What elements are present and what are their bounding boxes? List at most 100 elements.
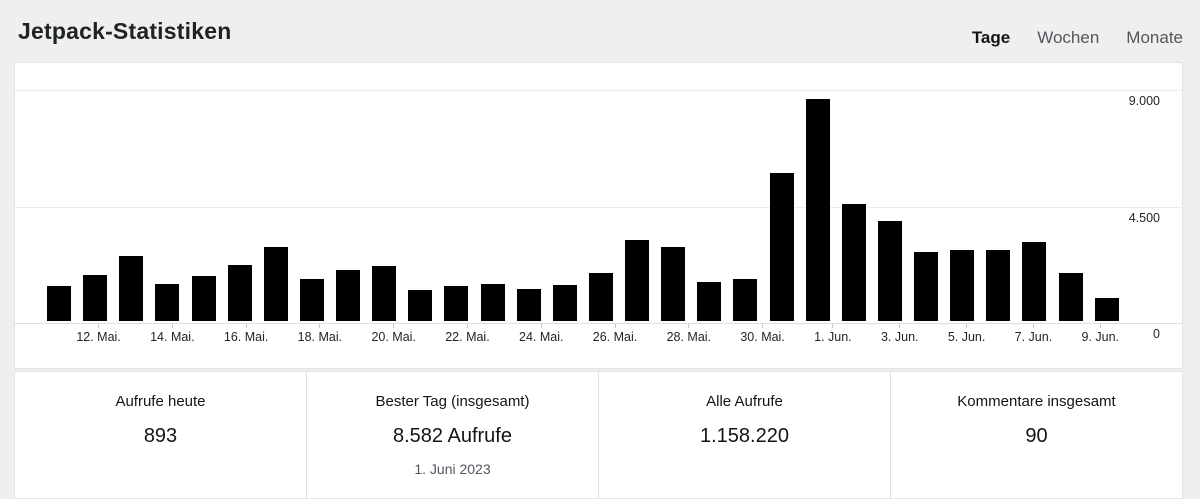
x-axis-tick bbox=[832, 324, 834, 328]
bar-2. Jun.[interactable] bbox=[841, 204, 866, 321]
bar-27. Mai.[interactable] bbox=[625, 240, 649, 321]
widget-header: Jetpack-Statistiken Tage Wochen Monate bbox=[18, 0, 1183, 62]
x-axis-tick-label: 24. Mai. bbox=[519, 330, 564, 344]
bar-26. Mai.[interactable] bbox=[588, 273, 613, 321]
card-sub bbox=[891, 461, 1182, 477]
x-axis-tick bbox=[762, 324, 764, 328]
card-label: Kommentare insgesamt bbox=[957, 393, 1116, 410]
bar-20. Mai.[interactable] bbox=[372, 266, 397, 321]
x-axis-tick bbox=[899, 324, 901, 328]
x-slot bbox=[342, 324, 371, 350]
page-title: Jetpack-Statistiken bbox=[18, 17, 232, 44]
x-slot: 3. Jun. bbox=[881, 324, 919, 350]
summary-cards-row: Aufrufe heute 893 Bester Tag (insgesamt)… bbox=[14, 371, 1183, 499]
x-slot: 24. Mai. bbox=[519, 324, 563, 350]
bar-14. Mai.[interactable] bbox=[155, 284, 180, 321]
bar-12. Mai.[interactable] bbox=[83, 275, 108, 321]
tab-months[interactable]: Monate bbox=[1126, 28, 1183, 47]
x-slot bbox=[490, 324, 519, 350]
x-slot: 12. Mai. bbox=[76, 324, 121, 350]
x-axis-tick-label: 14. Mai. bbox=[150, 330, 195, 344]
bar-30. Mai.[interactable] bbox=[733, 279, 758, 321]
x-slot bbox=[416, 324, 445, 350]
card-best-day: Bester Tag (insgesamt) 8.582 Aufrufe 1. … bbox=[306, 372, 598, 498]
x-axis-tick bbox=[319, 324, 321, 328]
bar-5. Jun.[interactable] bbox=[950, 250, 975, 321]
tab-days[interactable]: Tage bbox=[971, 28, 1011, 47]
x-axis-tick bbox=[966, 324, 968, 328]
card-label: Aufrufe heute bbox=[115, 393, 206, 410]
x-slot: 28. Mai. bbox=[667, 324, 711, 350]
bar-17. Mai.[interactable] bbox=[263, 247, 288, 321]
bar-18. Mai.[interactable] bbox=[299, 279, 324, 321]
x-axis-tick-label: 30. Mai. bbox=[740, 330, 785, 344]
x-axis-tick-label: 28. Mai. bbox=[666, 330, 712, 344]
x-axis-tick-label: 20. Mai. bbox=[371, 330, 416, 344]
x-axis-tick-label: 7. Jun. bbox=[1014, 330, 1053, 344]
bar-11. Mai.[interactable] bbox=[47, 286, 71, 321]
x-axis-tick bbox=[1032, 324, 1034, 328]
period-tabs: Tage Wochen Monate bbox=[972, 28, 1183, 48]
card-views-today: Aufrufe heute 893 bbox=[15, 372, 306, 498]
x-slot bbox=[919, 324, 948, 350]
bar-29. Mai.[interactable] bbox=[697, 282, 722, 321]
tab-weeks[interactable]: Wochen bbox=[1037, 28, 1100, 47]
bar-25. Mai.[interactable] bbox=[552, 285, 577, 321]
x-slot bbox=[637, 324, 666, 350]
card-sub bbox=[599, 461, 890, 477]
card-all-views: Alle Aufrufe 1.158.220 bbox=[598, 372, 890, 498]
x-slot: 16. Mai. bbox=[224, 324, 268, 350]
card-value: 1.158.220 bbox=[700, 425, 789, 447]
bar-13. Mai.[interactable] bbox=[119, 256, 144, 321]
x-slot: 26. Mai. bbox=[593, 324, 637, 350]
bar-19. Mai.[interactable] bbox=[336, 270, 360, 321]
x-axis-tick-label: 5. Jun. bbox=[947, 330, 986, 344]
x-slot: 14. Mai. bbox=[150, 324, 195, 350]
x-axis-line bbox=[15, 323, 1182, 324]
bar-28. Mai.[interactable] bbox=[661, 247, 686, 321]
bar-22. Mai.[interactable] bbox=[444, 286, 469, 321]
x-axis-labels: 12. Mai. 14. Mai. 16. Mai. 18. Mai. 20. Mai.… bbox=[47, 324, 1119, 350]
x-slot: 9. Jun. bbox=[1081, 324, 1120, 350]
x-slot: 5. Jun. bbox=[947, 324, 986, 350]
card-label: Bester Tag (insgesamt) bbox=[375, 393, 530, 410]
x-axis-tick bbox=[466, 324, 468, 328]
x-axis-tick-label: 18. Mai. bbox=[297, 330, 343, 344]
views-bar-chart: 9.000 4.500 0 12. Mai. 14. Mai. 16. Mai. 18… bbox=[14, 62, 1183, 369]
card-total-comments: Kommentare insgesamt 90 bbox=[890, 372, 1182, 498]
card-sub: 1. Juni 2023 bbox=[414, 461, 491, 477]
bar-16. Mai.[interactable] bbox=[227, 265, 252, 321]
bar-9. Jun.[interactable] bbox=[1094, 298, 1119, 321]
bar-6. Jun.[interactable] bbox=[986, 250, 1011, 321]
x-slot bbox=[985, 324, 1014, 350]
x-axis-tick-label: 12. Mai. bbox=[76, 330, 121, 344]
bar-24. Mai.[interactable] bbox=[516, 289, 541, 321]
x-axis-tick-label: 22. Mai. bbox=[445, 330, 490, 344]
bar-15. Mai.[interactable] bbox=[191, 276, 216, 321]
bar-1. Jun.[interactable] bbox=[805, 99, 830, 321]
x-slot: 7. Jun. bbox=[1014, 324, 1053, 350]
x-slot: 20. Mai. bbox=[371, 324, 416, 350]
card-sub bbox=[15, 461, 306, 477]
card-value: 8.582 Aufrufe bbox=[393, 425, 512, 447]
bar-4. Jun.[interactable] bbox=[914, 252, 938, 321]
x-slot: 1. Jun. bbox=[814, 324, 852, 350]
x-slot bbox=[268, 324, 297, 350]
bar-23. Mai.[interactable] bbox=[480, 284, 505, 321]
bar-21. Mai.[interactable] bbox=[408, 290, 433, 321]
x-axis-tick bbox=[171, 324, 173, 328]
bar-8. Jun.[interactable] bbox=[1058, 273, 1083, 321]
x-slot bbox=[195, 324, 224, 350]
x-axis-tick-label: 26. Mai. bbox=[592, 330, 638, 344]
x-axis-tick bbox=[614, 324, 616, 328]
bar-3. Jun.[interactable] bbox=[877, 221, 902, 321]
x-slot bbox=[785, 324, 814, 350]
x-axis-tick-label: 1. Jun. bbox=[814, 330, 852, 344]
bar-7. Jun.[interactable] bbox=[1022, 242, 1047, 321]
x-axis-tick-label: 9. Jun. bbox=[1081, 330, 1120, 344]
x-axis-tick bbox=[688, 324, 690, 328]
card-label: Alle Aufrufe bbox=[706, 393, 783, 410]
x-slot: 22. Mai. bbox=[445, 324, 490, 350]
bar-31. Mai.[interactable] bbox=[769, 173, 794, 321]
x-slot bbox=[563, 324, 592, 350]
